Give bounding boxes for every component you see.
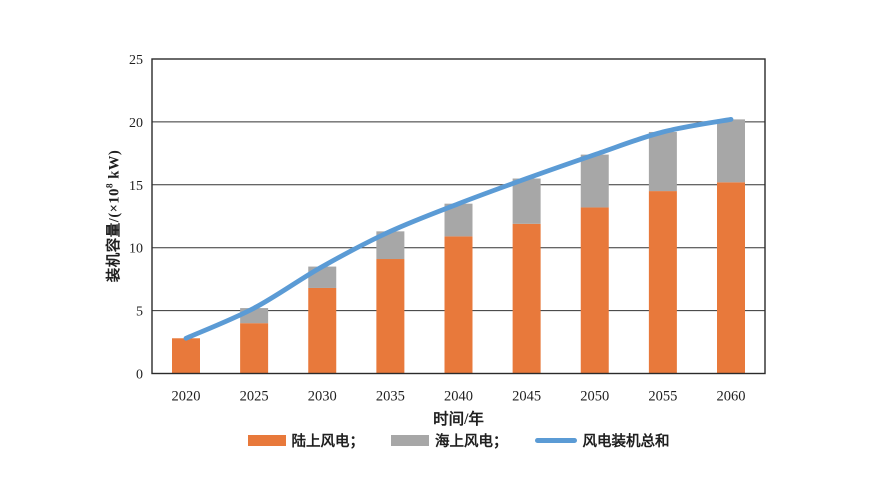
y-axis-title-suffix: kW) [106, 149, 123, 183]
x-tick-label-2055: 2055 [648, 389, 677, 405]
y-tick-label-5: 5 [136, 305, 143, 320]
bar-segment-海上风电-2055 [648, 131, 677, 192]
bar-segment-海上风电-2045 [512, 178, 541, 224]
legend-item-offshore: 海上风电； [391, 430, 508, 451]
x-tick-label-2040: 2040 [444, 389, 473, 405]
x-tick-label-2060: 2060 [717, 389, 746, 405]
bar-segment-陆上风电-2030 [308, 287, 337, 374]
plot-frame [151, 58, 766, 375]
bar-segment-海上风电-2050 [580, 154, 609, 208]
x-tick-label-2030: 2030 [308, 389, 337, 405]
legend: 陆上风电； 海上风电； 风电装机总和 [152, 430, 765, 451]
bar-segment-海上风电-2060 [717, 119, 745, 183]
y-axis-title-superscript: 8 [105, 182, 116, 189]
legend-label-onshore: 陆上风电； [291, 434, 365, 450]
bar-segment-陆上风电-2045 [512, 223, 541, 374]
total-line-swatch-icon [534, 438, 577, 443]
legend-item-onshore: 陆上风电； [247, 430, 365, 451]
x-axis-title: 时间/年 [433, 411, 484, 428]
bar-segment-陆上风电-2050 [580, 207, 609, 374]
legend-label-offshore: 海上风电； [435, 434, 508, 450]
bar-segment-陆上风电-2035 [376, 259, 405, 374]
onshore-swatch-icon [247, 435, 286, 446]
bar-segment-陆上风电-2020 [172, 338, 200, 374]
legend-label-total: 风电装机总和 [582, 434, 670, 450]
x-tick-label-2050: 2050 [580, 389, 609, 405]
legend-item-total: 风电装机总和 [534, 430, 670, 451]
x-tick-label-2025: 2025 [240, 389, 269, 405]
y-tick-labels: 0 5 10 15 20 25 [129, 53, 143, 383]
y-tick-label-20: 20 [129, 116, 143, 131]
y-axis-title: 装机容量/(×108 kW) [103, 150, 124, 282]
bar-segment-陆上风电-2025 [240, 323, 269, 374]
x-tick-label-2045: 2045 [512, 389, 541, 405]
y-tick-label-25: 25 [129, 53, 143, 68]
bar-segment-陆上风电-2060 [717, 182, 745, 374]
y-tick-label-0: 0 [136, 368, 143, 383]
bar-segment-陆上风电-2055 [648, 191, 677, 374]
x-tick-label-2035: 2035 [376, 389, 405, 405]
bar-segment-陆上风电-2040 [444, 236, 473, 374]
x-tick-labels: 2020 2025 2030 2035 2040 2045 2050 2055 2060 [172, 389, 746, 405]
x-tick-label-2020: 2020 [172, 389, 201, 405]
y-tick-label-10: 10 [129, 242, 143, 257]
bars [172, 119, 745, 374]
total-capacity-line [183, 117, 734, 341]
y-axis-title-prefix: 装机容量/(×10 [106, 188, 123, 283]
y-tick-label-15: 15 [129, 179, 143, 194]
offshore-swatch-icon [391, 435, 429, 446]
